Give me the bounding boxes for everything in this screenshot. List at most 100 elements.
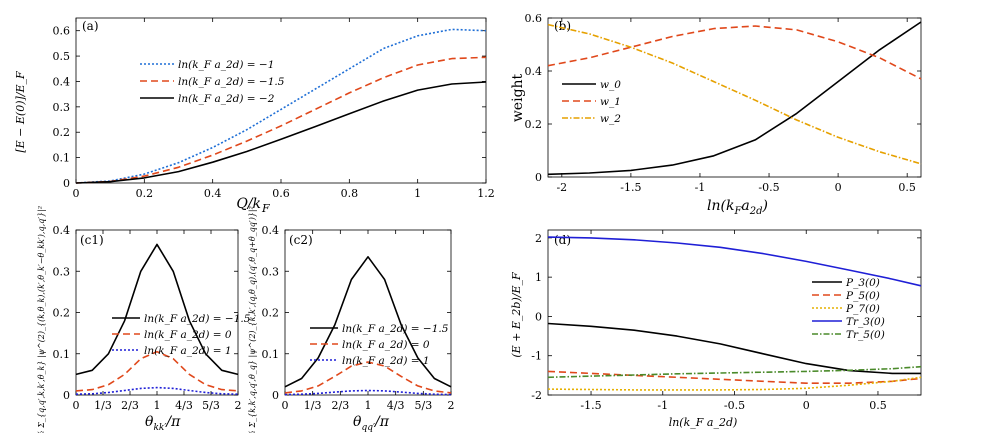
d-ytick-label: -2: [531, 389, 542, 402]
c2-plot-frame: [284, 229, 452, 396]
c1-ytick-label: 0.4: [53, 224, 71, 237]
a-legend-label-0: ln(k_F a_2d) = −1: [178, 59, 274, 71]
c2-xtick-label: 1: [365, 399, 372, 412]
d-ytick-label: 2: [535, 232, 542, 245]
c2-legend-label-1: ln(k_F a_2d) = 0: [342, 339, 430, 351]
d-xtick-label: 0: [803, 399, 810, 412]
c2-xtick-label: 5/3: [414, 399, 432, 412]
panel-a: 0 0.2 0.4 0.6 0.8 1 1.2 0 0.1 0.2 0.3 0.4 0.5 0.6 (a) l…: [53, 17, 495, 200]
c1-xtick-label: 2/3: [121, 399, 139, 412]
b-ytick-label: 0.4: [525, 65, 543, 78]
c1-xtick-label: 1: [154, 399, 161, 412]
a-legend-label-1: ln(k_F a_2d) = −1.5: [178, 76, 285, 88]
c1-legend-label-1: ln(k_F a_2d) = 0: [144, 329, 232, 341]
c1-legend-label-0: ln(k_F a_2d) = −1.5: [144, 313, 251, 325]
b-xtick-label: 0: [835, 181, 842, 194]
c2-series-line-0: [284, 256, 452, 388]
b-ytick-label: 0.6: [525, 12, 543, 25]
c2-ytick-label: 0.3: [262, 265, 280, 278]
b-legend-label-1: w_1: [600, 96, 621, 108]
c1-xtick-label: 5/3: [202, 399, 220, 412]
a-ytick-label: 0.6: [53, 25, 71, 38]
d-series-line-1: [547, 370, 922, 384]
c1-legend-label-2: ln(k_F a_2d) = 1: [144, 345, 232, 357]
a-ytick-label: 0.2: [53, 126, 71, 139]
a-legend-label-2: ln(k_F a_2d) = −2: [178, 93, 275, 105]
a-ytick-label: 0.3: [53, 101, 71, 114]
a-plot-frame: [75, 17, 487, 184]
a-ytick-label: 0.1: [53, 152, 71, 165]
c1-ylabel: ½ Σ_{q,q′,k,k′,θ_k} |ψ^(2)_{(k,θ_k),(k′,…: [37, 206, 46, 433]
b-series-line-2: [547, 23, 922, 165]
b-xtick-label: -2: [556, 181, 567, 194]
axis-labels: Q/k F [E − E(0)]/E_F ln(kFa2d) weight θk…: [14, 71, 768, 433]
a-ytick-label: 0: [63, 177, 70, 190]
b-legend-label-2: w_2: [600, 113, 621, 125]
a-xtick-label: 0: [73, 187, 80, 200]
a-xtick-label: 0.8: [341, 187, 359, 200]
a-xlabel: Q/k: [236, 196, 261, 212]
c1-series-line-2: [75, 386, 239, 395]
c2-ylabel: ½ Σ_{k,k′,q,q′,θ_q} |ψ^(2)_{k,k′,(q,θ_q)…: [248, 206, 257, 433]
c2-xtick-label: 0: [282, 399, 289, 412]
a-ylabel: [E − E(0)]/E_F: [14, 71, 27, 153]
b-series-line-1: [547, 25, 922, 80]
b-xtick-label: -1: [695, 181, 706, 194]
a-xtick-label: 1.2: [477, 187, 495, 200]
a-series-line-1: [75, 56, 487, 184]
c1-xtick-label: 1/3: [94, 399, 112, 412]
d-ylabel: (E + E_2b)/E_F: [510, 272, 523, 358]
a-panel-label: (a): [82, 19, 99, 33]
c1-xtick-label: 0: [73, 399, 80, 412]
a-xtick-label: 1: [414, 187, 421, 200]
c2-xlabel: θqq′/π: [353, 414, 390, 433]
d-legend-label-2: P_7(0): [845, 303, 880, 315]
b-xlabel: ln(kFa2d): [707, 198, 768, 217]
a-ytick-label: 0.5: [53, 50, 71, 63]
c1-panel-label: (c1): [80, 233, 104, 247]
d-xtick-label: -1.5: [580, 399, 601, 412]
panel-d: -1.5 -1 -0.5 0 0.5 -2 -1 0 1 2 (d) P_3(0)P_5(0)P_7(…: [531, 229, 922, 412]
panel-c1: 0 1/3 2/3 1 4/3 5/3 2 0 0.1 0.2 0.3 0.4 (c1) ln(k_F a…: [53, 224, 251, 412]
c1-ytick-label: 0.3: [53, 265, 71, 278]
b-xtick-label: -0.5: [758, 181, 779, 194]
d-series-line-3: [547, 236, 922, 287]
c2-series-line-1: [284, 361, 452, 394]
c2-ytick-label: 0.2: [262, 307, 280, 320]
c1-ytick-label: 0: [63, 389, 70, 402]
c1-xtick-label: 4/3: [175, 399, 193, 412]
d-series-line-4: [547, 365, 922, 379]
d-xtick-label: -1: [657, 399, 668, 412]
a-ytick-label: 0.4: [53, 75, 71, 88]
d-ytick-label: -1: [531, 350, 542, 363]
c1-ytick-label: 0.2: [53, 307, 71, 320]
c1-xlabel: θkk′/π: [145, 414, 181, 433]
c2-ytick-label: 0.4: [262, 224, 280, 237]
d-legend-label-1: P_5(0): [845, 290, 880, 302]
c1-xtick-label: 2: [235, 399, 242, 412]
a-xtick-label: 0.4: [204, 187, 222, 200]
d-ytick-label: 0: [535, 310, 542, 323]
a-xlabel-sub: F: [261, 202, 270, 215]
c2-xtick-label: 4/3: [387, 399, 405, 412]
b-xtick-label: -1.5: [620, 181, 641, 194]
c2-xtick-label: 1/3: [304, 399, 322, 412]
panel-c2: 0 1/3 2/3 1 4/3 5/3 2 0 0.1 0.2 0.3 0.4 (c2) ln(k_F a…: [262, 224, 455, 412]
d-series-line-0: [547, 322, 921, 375]
c2-panel-label: (c2): [289, 233, 313, 247]
b-ylabel: weight: [510, 73, 526, 122]
a-xtick-label: 0.2: [136, 187, 154, 200]
panel-b: -2 -1.5 -1 -0.5 0 0.5 0 0.2 0.4 0.6 (b) w_0 w_1 w_2: [525, 12, 922, 194]
a-series-line-2: [75, 81, 487, 184]
d-xlabel: ln(k_F a_2d): [669, 416, 738, 429]
c2-legend-label-2: ln(k_F a_2d) = 1: [342, 355, 430, 367]
b-ytick-label: 0: [535, 171, 542, 184]
d-legend-label-0: P_3(0): [845, 277, 880, 289]
d-legend-label-4: Tr_5(0): [846, 329, 885, 341]
d-xtick-label: -0.5: [724, 399, 745, 412]
b-ytick-label: 0.2: [525, 118, 543, 131]
c2-xtick-label: 2: [448, 399, 455, 412]
c1-ytick-label: 0.1: [53, 348, 71, 361]
c2-ytick-label: 0.1: [262, 348, 280, 361]
